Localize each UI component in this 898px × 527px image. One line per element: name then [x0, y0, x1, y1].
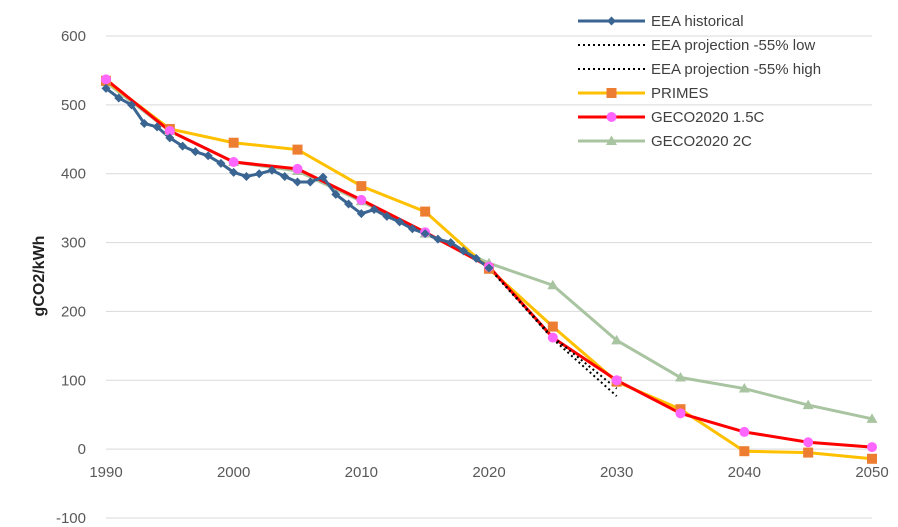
data-point: [675, 372, 686, 382]
data-point: [484, 263, 494, 273]
data-point: [164, 126, 175, 137]
data-point: [446, 238, 456, 248]
x-axis-ticks: 1990 2000 2010 2020 2030 2040 2050: [89, 464, 888, 481]
series-markers: [100, 74, 878, 464]
y-axis-label: gCO2/kWh: [31, 236, 48, 317]
legend-marker: [606, 112, 617, 122]
data-point: [547, 332, 558, 343]
data-point: [803, 447, 814, 458]
data-point: [458, 246, 468, 256]
data-point: [101, 83, 111, 93]
data-point: [216, 158, 226, 168]
legend-marker: [606, 135, 617, 145]
data-point: [867, 442, 877, 453]
x-tick-label: 2040: [728, 464, 761, 481]
legend-item: EEA projection -55% low: [578, 37, 815, 54]
series-markers-0: [101, 83, 494, 273]
legend-item: PRIMES: [578, 85, 709, 102]
data-point: [471, 253, 481, 263]
x-tick-label: 2000: [217, 464, 250, 481]
data-point: [305, 177, 315, 187]
y-axis-ticks: -100 0 100 200 300 400 500 600: [56, 28, 86, 527]
y-tick-label: 300: [61, 235, 86, 252]
data-point: [229, 167, 239, 177]
data-point: [356, 194, 367, 205]
data-point: [738, 383, 750, 393]
data-point: [254, 169, 264, 179]
data-point: [267, 165, 277, 175]
data-point: [114, 93, 124, 103]
data-point: [190, 147, 200, 157]
legend-item: EEA projection -55% high: [578, 61, 821, 78]
y-tick-label: 500: [61, 97, 86, 114]
data-point: [866, 413, 878, 423]
data-point: [369, 205, 379, 215]
data-point: [127, 100, 137, 110]
data-point: [395, 217, 405, 227]
legend: EEA historical EEA projection -55% low EEA…: [578, 13, 821, 150]
series-line-2: [488, 267, 618, 390]
series-markers-5: [100, 76, 878, 423]
legend-label: EEA historical: [651, 13, 744, 30]
data-point: [203, 151, 213, 161]
data-point: [228, 157, 239, 168]
x-tick-label: 1990: [89, 464, 122, 481]
legend-marker: [606, 88, 617, 98]
data-point: [241, 171, 251, 181]
data-point: [420, 206, 431, 217]
legend-marker: [607, 16, 616, 26]
legend-label: GECO2020 1.5C: [651, 109, 765, 126]
data-point: [803, 437, 814, 448]
data-point: [318, 172, 328, 182]
legend-item: EEA historical: [578, 13, 744, 30]
y-tick-label: 100: [61, 372, 86, 389]
y-tick-label: 200: [61, 303, 86, 320]
data-point: [356, 209, 366, 219]
data-point: [611, 375, 622, 386]
legend-label: GECO2020 2C: [651, 133, 752, 150]
x-tick-label: 2010: [345, 464, 378, 481]
legend-item: GECO2020 1.5C: [578, 109, 765, 126]
data-point: [867, 453, 877, 464]
y-tick-label: 600: [61, 28, 86, 45]
legend-label: EEA projection -55% high: [651, 61, 821, 78]
data-point: [101, 74, 111, 85]
data-point: [152, 122, 162, 132]
data-point: [382, 211, 392, 221]
data-point: [802, 399, 814, 410]
y-tick-label: 400: [61, 166, 86, 183]
legend-label: EEA projection -55% low: [651, 37, 815, 54]
data-point: [675, 408, 686, 419]
data-point: [178, 141, 188, 151]
data-point: [165, 133, 175, 143]
y-tick-label: 0: [78, 441, 86, 458]
data-point: [356, 181, 367, 192]
series-line-5: [105, 80, 873, 421]
x-tick-label: 2020: [472, 464, 505, 481]
x-tick-label: 2030: [600, 464, 633, 481]
series-markers-4: [101, 74, 877, 453]
data-point: [228, 137, 239, 148]
data-point: [280, 171, 290, 181]
legend-item: GECO2020 2C: [578, 133, 752, 150]
data-point: [547, 321, 558, 332]
data-point: [611, 334, 623, 345]
legend-label: PRIMES: [651, 85, 709, 102]
data-point: [407, 224, 417, 234]
data-point: [292, 163, 303, 174]
data-point: [739, 446, 750, 457]
data-point: [331, 189, 341, 199]
data-point: [739, 426, 750, 437]
data-point: [292, 144, 303, 155]
x-tick-label: 2050: [855, 464, 888, 481]
data-point: [420, 229, 430, 239]
data-point: [344, 199, 354, 209]
data-point: [547, 279, 559, 290]
data-point: [433, 234, 443, 244]
data-point: [293, 177, 302, 187]
y-tick-label: -100: [56, 510, 86, 527]
data-point: [139, 118, 149, 128]
